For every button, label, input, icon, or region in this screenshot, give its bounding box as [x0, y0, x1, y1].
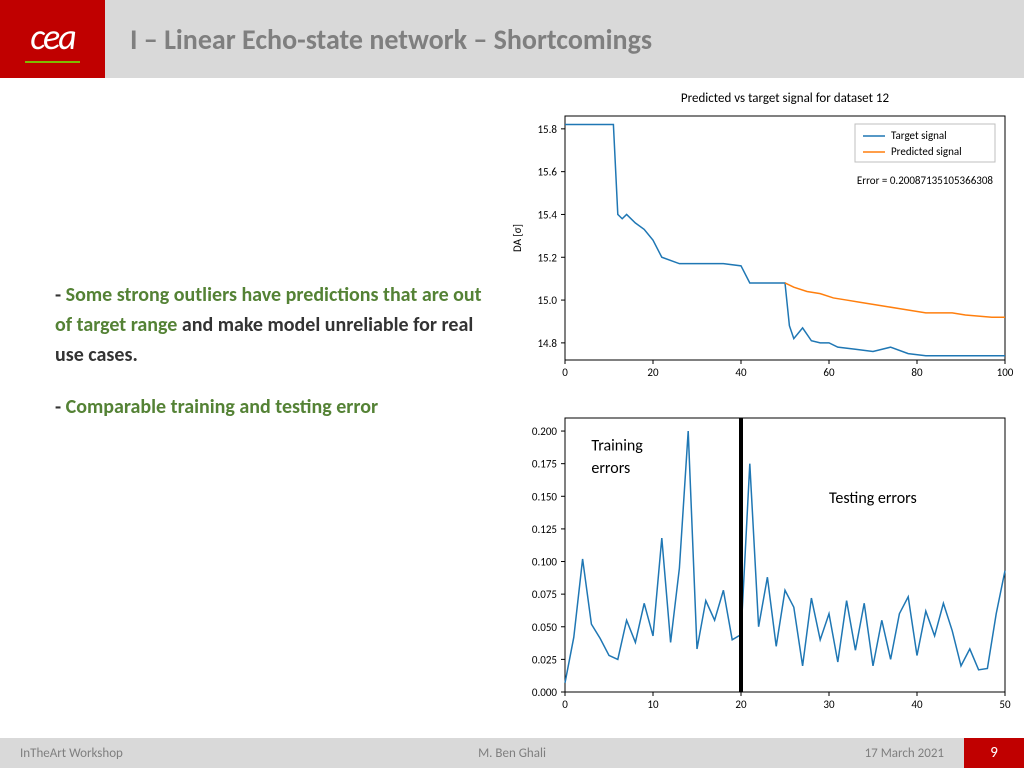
svg-text:0.175: 0.175: [532, 458, 557, 471]
svg-text:100: 100: [997, 366, 1014, 379]
svg-text:40: 40: [735, 366, 747, 379]
chart-errors: 0 10 20 30 40 50 0.000 0.025 0.050 0.075 0.100 0.12…: [505, 400, 1015, 720]
svg-text:0.125: 0.125: [532, 523, 557, 536]
logo-box: cea: [0, 0, 105, 78]
svg-text:0: 0: [562, 366, 568, 379]
svg-text:60: 60: [823, 366, 835, 379]
chart-predicted-vs-target: 0 20 40 60 80 100 14.8 15.0 15.2 15.4 15.6 15.8 Pred…: [505, 88, 1015, 388]
svg-text:10: 10: [647, 698, 659, 711]
svg-text:30: 30: [823, 698, 835, 711]
svg-text:errors: errors: [591, 459, 630, 478]
svg-text:80: 80: [911, 366, 923, 379]
svg-text:Error = 0.20087135105366308: Error = 0.20087135105366308: [857, 174, 994, 187]
svg-text:0.075: 0.075: [532, 588, 557, 601]
svg-text:0: 0: [562, 698, 568, 711]
svg-text:40: 40: [911, 698, 923, 711]
svg-text:15.0: 15.0: [537, 294, 557, 307]
svg-text:50: 50: [999, 698, 1011, 711]
svg-text:0.050: 0.050: [532, 621, 558, 634]
svg-text:Target signal: Target signal: [891, 129, 947, 142]
svg-text:0.025: 0.025: [532, 653, 557, 666]
svg-text:14.8: 14.8: [537, 337, 557, 350]
bullet-1: - Some strong outliers have predictions …: [55, 280, 485, 370]
svg-text:0.150: 0.150: [532, 490, 558, 503]
svg-text:15.4: 15.4: [537, 208, 557, 221]
svg-text:20: 20: [735, 698, 747, 711]
svg-text:0.100: 0.100: [532, 556, 558, 569]
svg-text:0.000: 0.000: [532, 686, 558, 699]
svg-text:15.2: 15.2: [537, 251, 557, 264]
svg-text:Predicted vs target signal for: Predicted vs target signal for dataset 1…: [681, 91, 890, 106]
footer-author: M. Ben Ghali: [478, 746, 546, 761]
footer-date: 17 March 2021: [865, 746, 944, 761]
footer: InTheArt Workshop M. Ben Ghali 17 March …: [0, 738, 1024, 768]
footer-workshop: InTheArt Workshop: [20, 746, 123, 761]
logo-text: cea: [30, 15, 74, 59]
svg-text:Predicted signal: Predicted signal: [891, 145, 962, 158]
svg-text:15.8: 15.8: [537, 123, 557, 136]
svg-text:15.6: 15.6: [537, 166, 557, 179]
bullet-2: - Comparable training and testing error: [55, 392, 485, 422]
svg-text:Training: Training: [591, 437, 643, 456]
svg-text:Testing errors: Testing errors: [829, 489, 917, 508]
svg-text:DA [σ]: DA [σ]: [511, 224, 524, 252]
logo-underline: [25, 61, 80, 63]
svg-text:20: 20: [647, 366, 659, 379]
slide-title: I – Linear Echo-state network – Shortcom…: [130, 22, 652, 57]
footer-page-number: 9: [964, 738, 1024, 768]
header: cea I – Linear Echo-state network – Shor…: [0, 0, 1024, 78]
svg-text:0.200: 0.200: [532, 425, 558, 438]
body-text: - Some strong outliers have predictions …: [55, 280, 485, 444]
